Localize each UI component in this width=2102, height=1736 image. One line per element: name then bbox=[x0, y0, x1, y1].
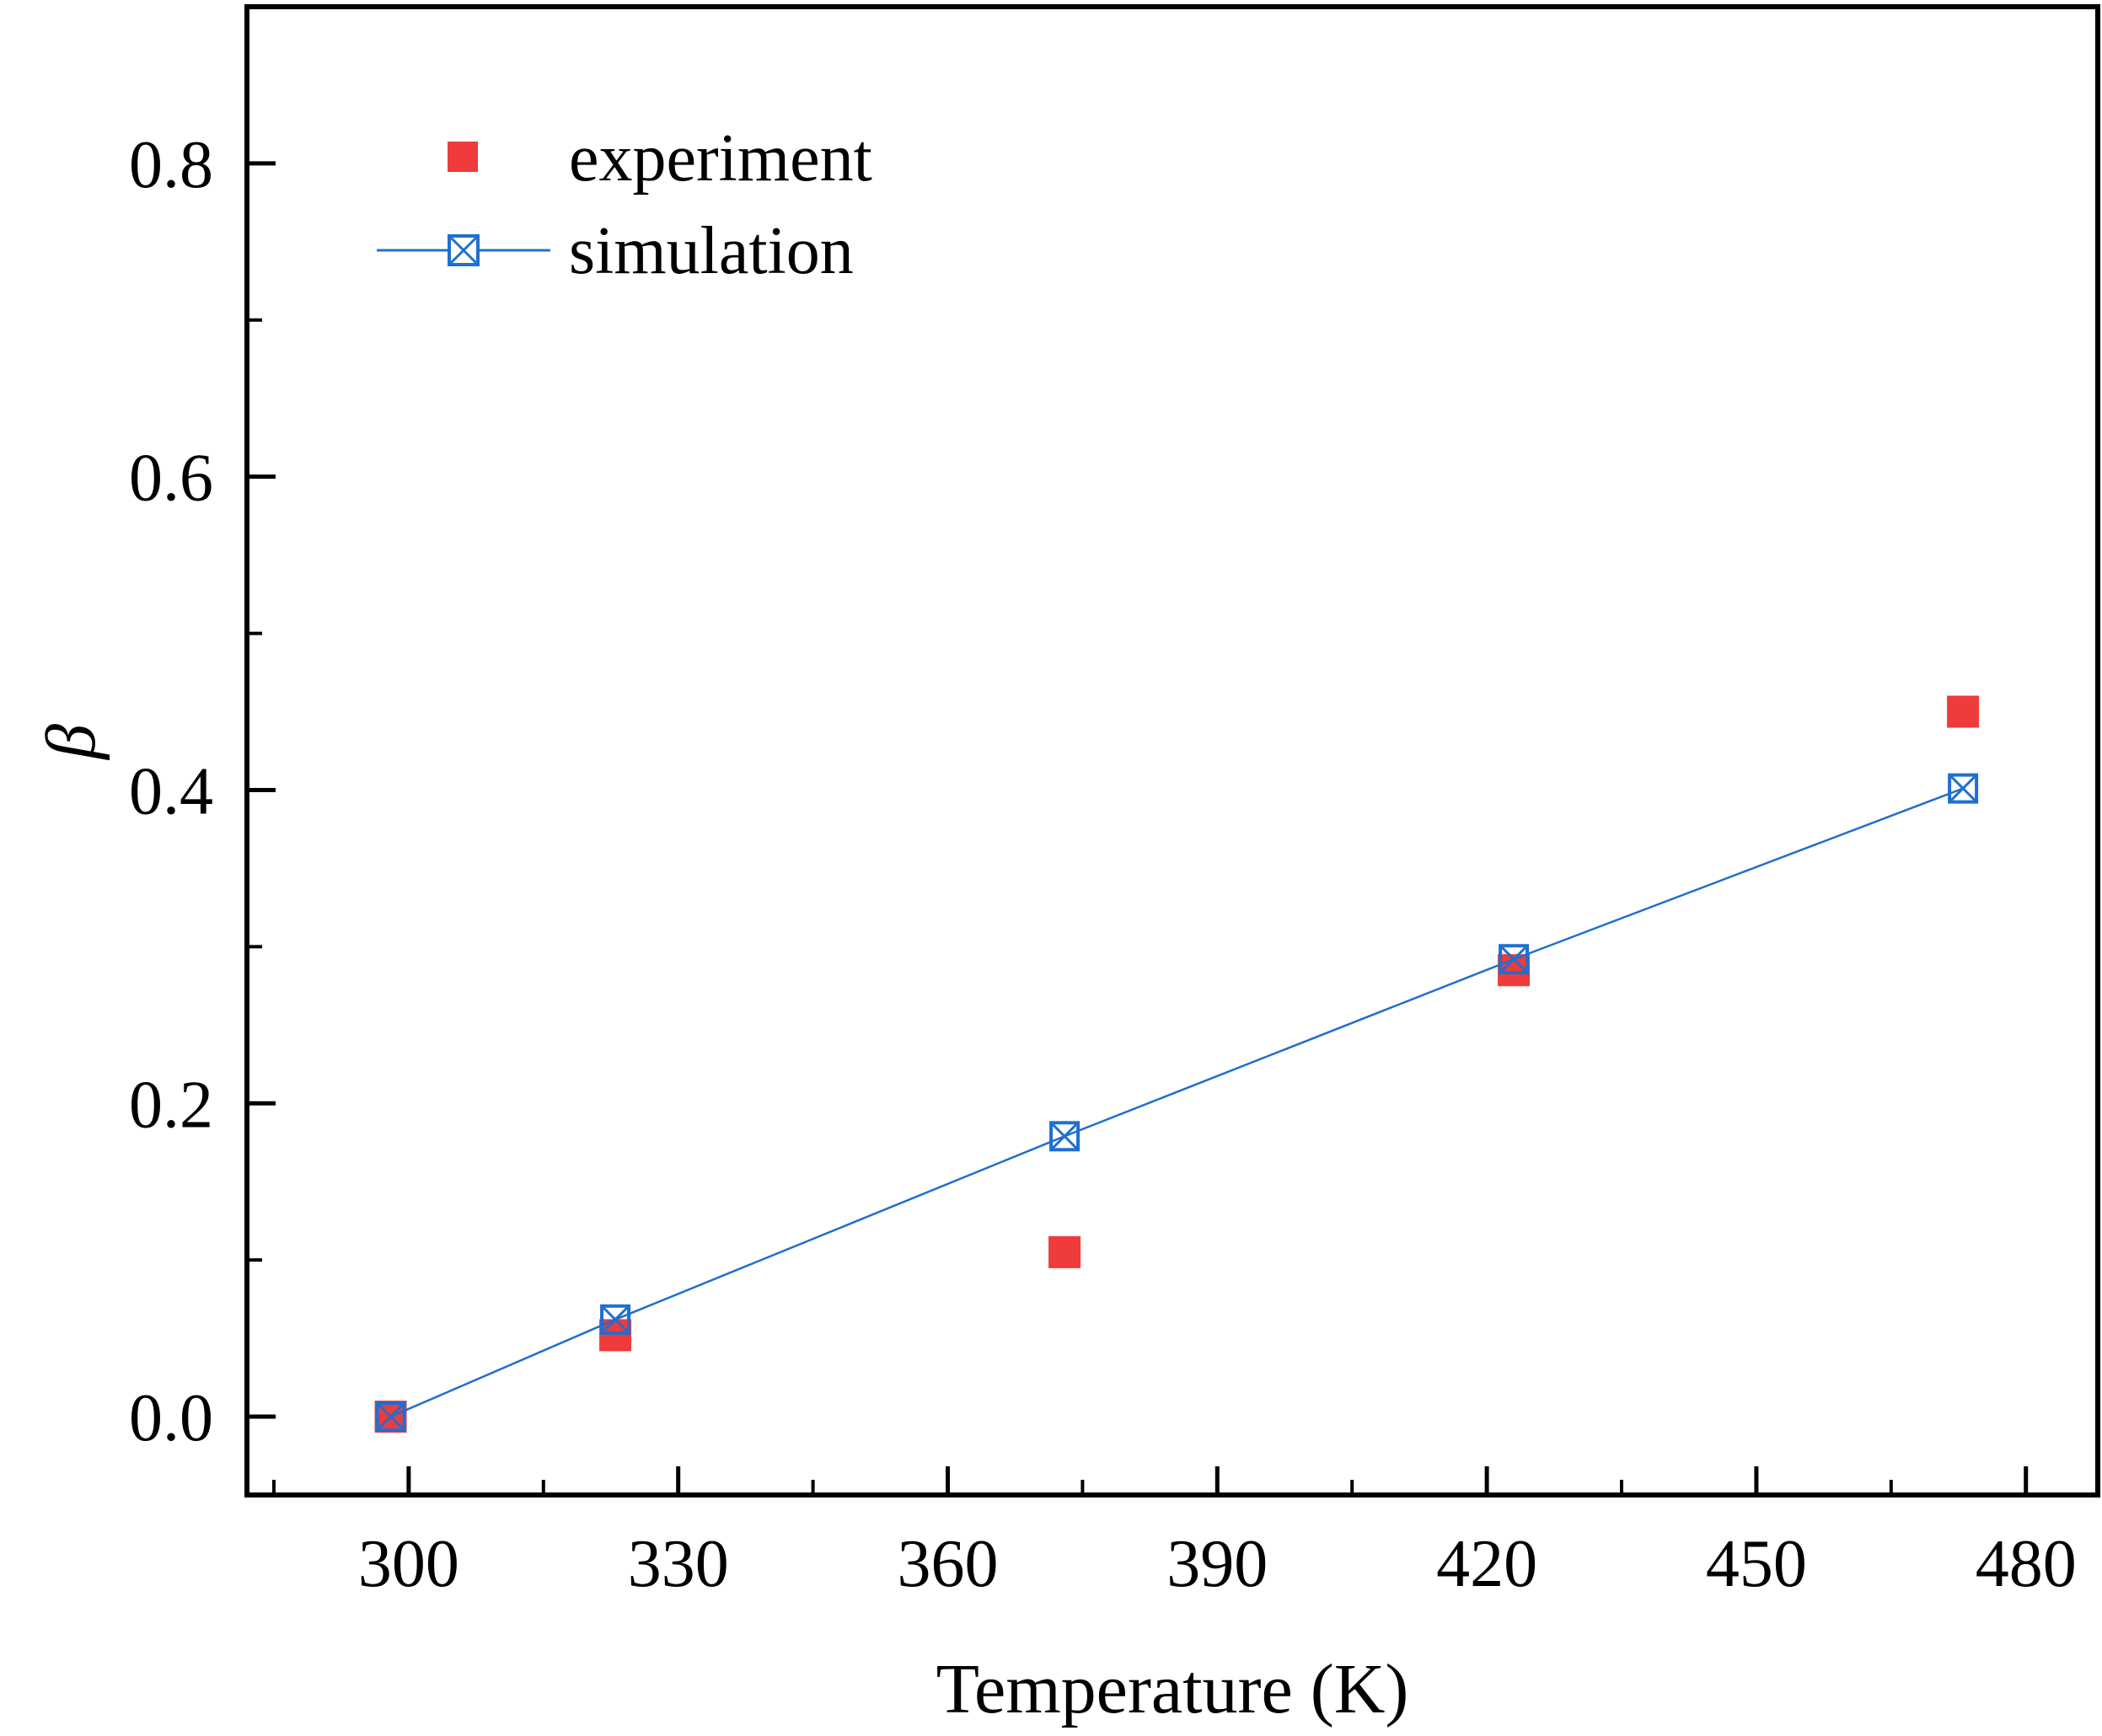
experiment-point bbox=[1048, 1235, 1081, 1268]
simulation-point bbox=[1049, 1121, 1080, 1152]
x-tick-label: 360 bbox=[897, 1527, 998, 1601]
x-tick-label: 330 bbox=[628, 1527, 729, 1601]
series-simulation bbox=[375, 773, 1979, 1433]
legend-simulation-marker bbox=[448, 234, 480, 266]
series-experiment bbox=[374, 695, 1980, 1433]
legend: experiment simulation bbox=[377, 121, 872, 288]
y-axis-ticks bbox=[247, 5, 276, 1419]
y-tick-label: 0.4 bbox=[129, 754, 213, 828]
simulation-point bbox=[1499, 944, 1530, 975]
x-tick-label: 420 bbox=[1436, 1527, 1537, 1601]
x-tick-label: 480 bbox=[1976, 1527, 2077, 1601]
x-axis-ticks bbox=[271, 1466, 2029, 1495]
y-axis-tick-labels: 0.0 0.2 0.4 0.6 0.8 bbox=[129, 128, 213, 1455]
simulation-point bbox=[600, 1304, 631, 1335]
x-tick-label: 450 bbox=[1706, 1527, 1807, 1601]
x-tick-label: 300 bbox=[358, 1527, 459, 1601]
y-tick-label: 0.2 bbox=[129, 1068, 213, 1142]
simulation-point bbox=[375, 1401, 406, 1433]
series-layer bbox=[374, 695, 1980, 1433]
legend-simulation-label: simulation bbox=[569, 214, 854, 288]
experiment-point bbox=[1947, 695, 1980, 728]
legend-experiment-marker bbox=[448, 142, 478, 172]
y-tick-label: 0.6 bbox=[129, 442, 213, 516]
x-axis-tick-labels: 300 330 360 390 420 450 480 bbox=[358, 1527, 2077, 1601]
y-axis-title: β bbox=[32, 724, 110, 761]
legend-experiment-label: experiment bbox=[569, 121, 872, 196]
plot-frame bbox=[244, 4, 2100, 1498]
x-axis-title: Temperature (K) bbox=[936, 1650, 1409, 1728]
simulation-point bbox=[1948, 773, 1979, 804]
x-tick-label: 390 bbox=[1166, 1527, 1268, 1601]
y-tick-label: 0.8 bbox=[129, 128, 213, 202]
y-tick-label: 0.0 bbox=[129, 1381, 213, 1455]
